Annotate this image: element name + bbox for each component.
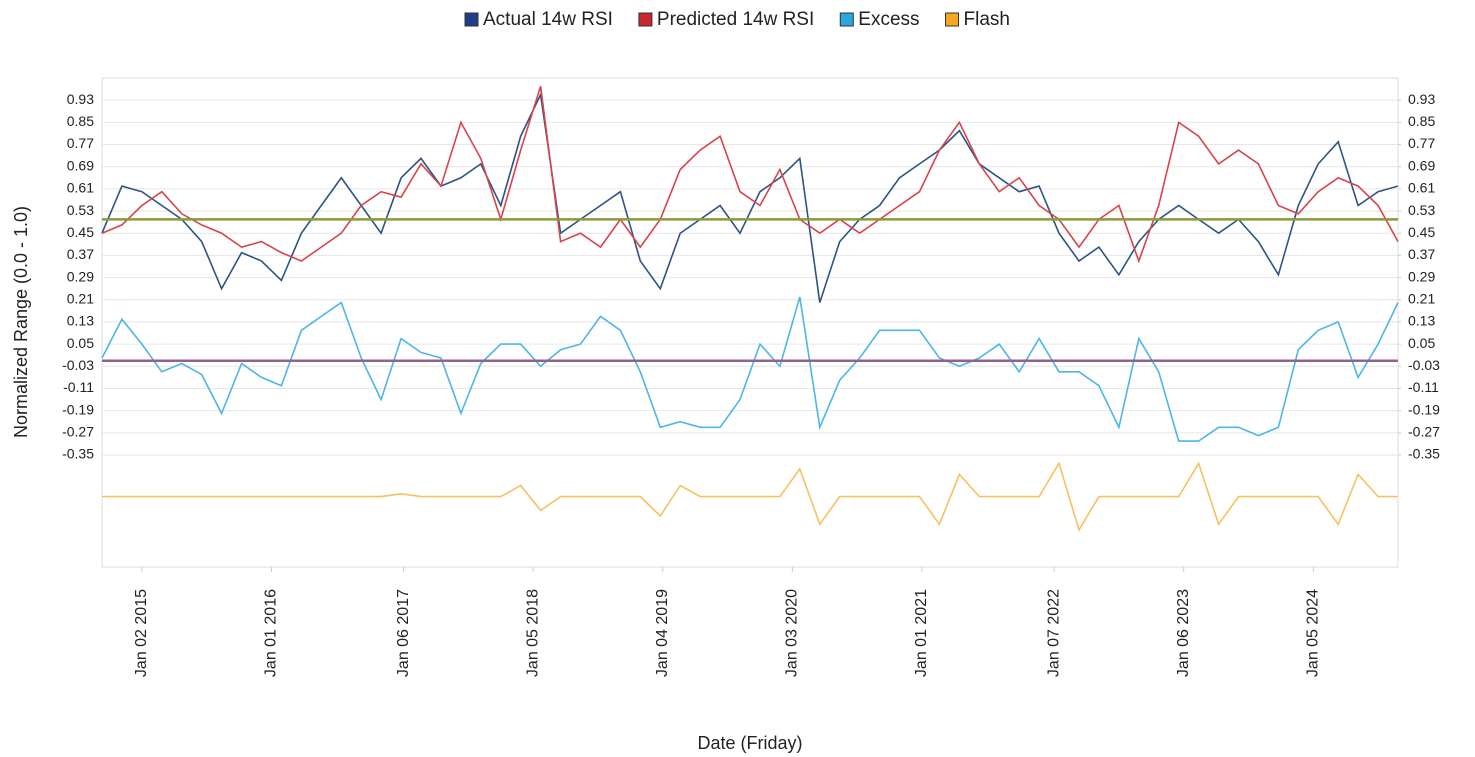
x-tick-label: Jan 05 2018 bbox=[524, 589, 541, 677]
legend-label: Predicted 14w RSI bbox=[657, 9, 814, 30]
x-axis-title: Date (Friday) bbox=[697, 733, 802, 753]
y-tick-label: 0.61 bbox=[67, 180, 94, 196]
y2-tick-label: 0.13 bbox=[1408, 313, 1435, 329]
y-tick-label: 0.37 bbox=[67, 246, 94, 262]
x-tick-label: Jan 03 2020 bbox=[784, 589, 801, 677]
legend-marker bbox=[945, 12, 960, 27]
x-tick-label: Jan 07 2022 bbox=[1045, 589, 1062, 677]
y-tick-label: -0.35 bbox=[62, 446, 94, 462]
y2-tick-label: 0.69 bbox=[1408, 157, 1435, 173]
series-line bbox=[102, 461, 1398, 532]
y-tick-label: 0.69 bbox=[67, 157, 94, 173]
y2-tick-label: 0.05 bbox=[1408, 335, 1435, 351]
plot-area bbox=[101, 77, 1399, 568]
y2-tick-label: 0.77 bbox=[1408, 135, 1435, 151]
legend-marker bbox=[839, 12, 854, 27]
x-tick-label: Jan 06 2023 bbox=[1175, 589, 1192, 677]
y2-tick-label: -0.11 bbox=[1408, 379, 1439, 395]
y2-tick-label: -0.27 bbox=[1408, 424, 1440, 440]
y-tick-label: 0.77 bbox=[67, 135, 94, 151]
y2-tick-label: -0.19 bbox=[1408, 401, 1440, 417]
series-line bbox=[101, 91, 1399, 303]
y-tick-label: 0.53 bbox=[67, 202, 94, 218]
x-tick-label: Jan 01 2016 bbox=[263, 589, 280, 677]
y2-tick-label: 0.37 bbox=[1408, 246, 1435, 262]
x-tick-label: Jan 05 2024 bbox=[1304, 589, 1321, 677]
y2-tick-label: 0.85 bbox=[1408, 113, 1435, 129]
y-tick-label: 0.85 bbox=[67, 113, 94, 129]
y-tick-label: 0.29 bbox=[67, 268, 94, 284]
y2-tick-label: 0.53 bbox=[1408, 202, 1435, 218]
x-tick-label: Jan 06 2017 bbox=[395, 589, 412, 677]
y-tick-label: 0.21 bbox=[67, 290, 94, 306]
legend-marker bbox=[638, 12, 653, 27]
y2-tick-label: 0.93 bbox=[1408, 91, 1435, 107]
y2-tick-label: -0.03 bbox=[1408, 357, 1440, 373]
y-tick-label: 0.93 bbox=[67, 91, 94, 107]
y-tick-label: 0.05 bbox=[67, 335, 94, 351]
y-tick-label: -0.27 bbox=[62, 424, 94, 440]
y-tick-label: 0.13 bbox=[67, 313, 94, 329]
series-line bbox=[101, 86, 1399, 264]
legend-label: Flash bbox=[964, 9, 1010, 30]
y-tick-label: -0.03 bbox=[62, 357, 94, 373]
y-axis-title: Normalized Range (0.0 - 1.0) bbox=[11, 206, 31, 438]
y2-tick-label: 0.29 bbox=[1408, 268, 1435, 284]
y-tick-label: -0.19 bbox=[62, 401, 94, 417]
y2-tick-label: 0.61 bbox=[1408, 180, 1435, 196]
x-tick-label: Jan 01 2021 bbox=[913, 589, 930, 677]
y2-tick-label: -0.35 bbox=[1408, 446, 1440, 462]
x-tick-label: Jan 02 2015 bbox=[133, 589, 150, 677]
legend-label: Excess bbox=[858, 9, 919, 30]
x-tick-label: Jan 04 2019 bbox=[654, 589, 671, 677]
legend-marker bbox=[464, 12, 479, 27]
y2-tick-label: 0.21 bbox=[1408, 290, 1435, 306]
series-line bbox=[101, 296, 1399, 442]
y-tick-label: -0.11 bbox=[63, 379, 94, 395]
legend-label: Actual 14w RSI bbox=[483, 9, 613, 30]
y2-tick-label: 0.45 bbox=[1408, 224, 1435, 240]
y-tick-label: 0.45 bbox=[67, 224, 94, 240]
